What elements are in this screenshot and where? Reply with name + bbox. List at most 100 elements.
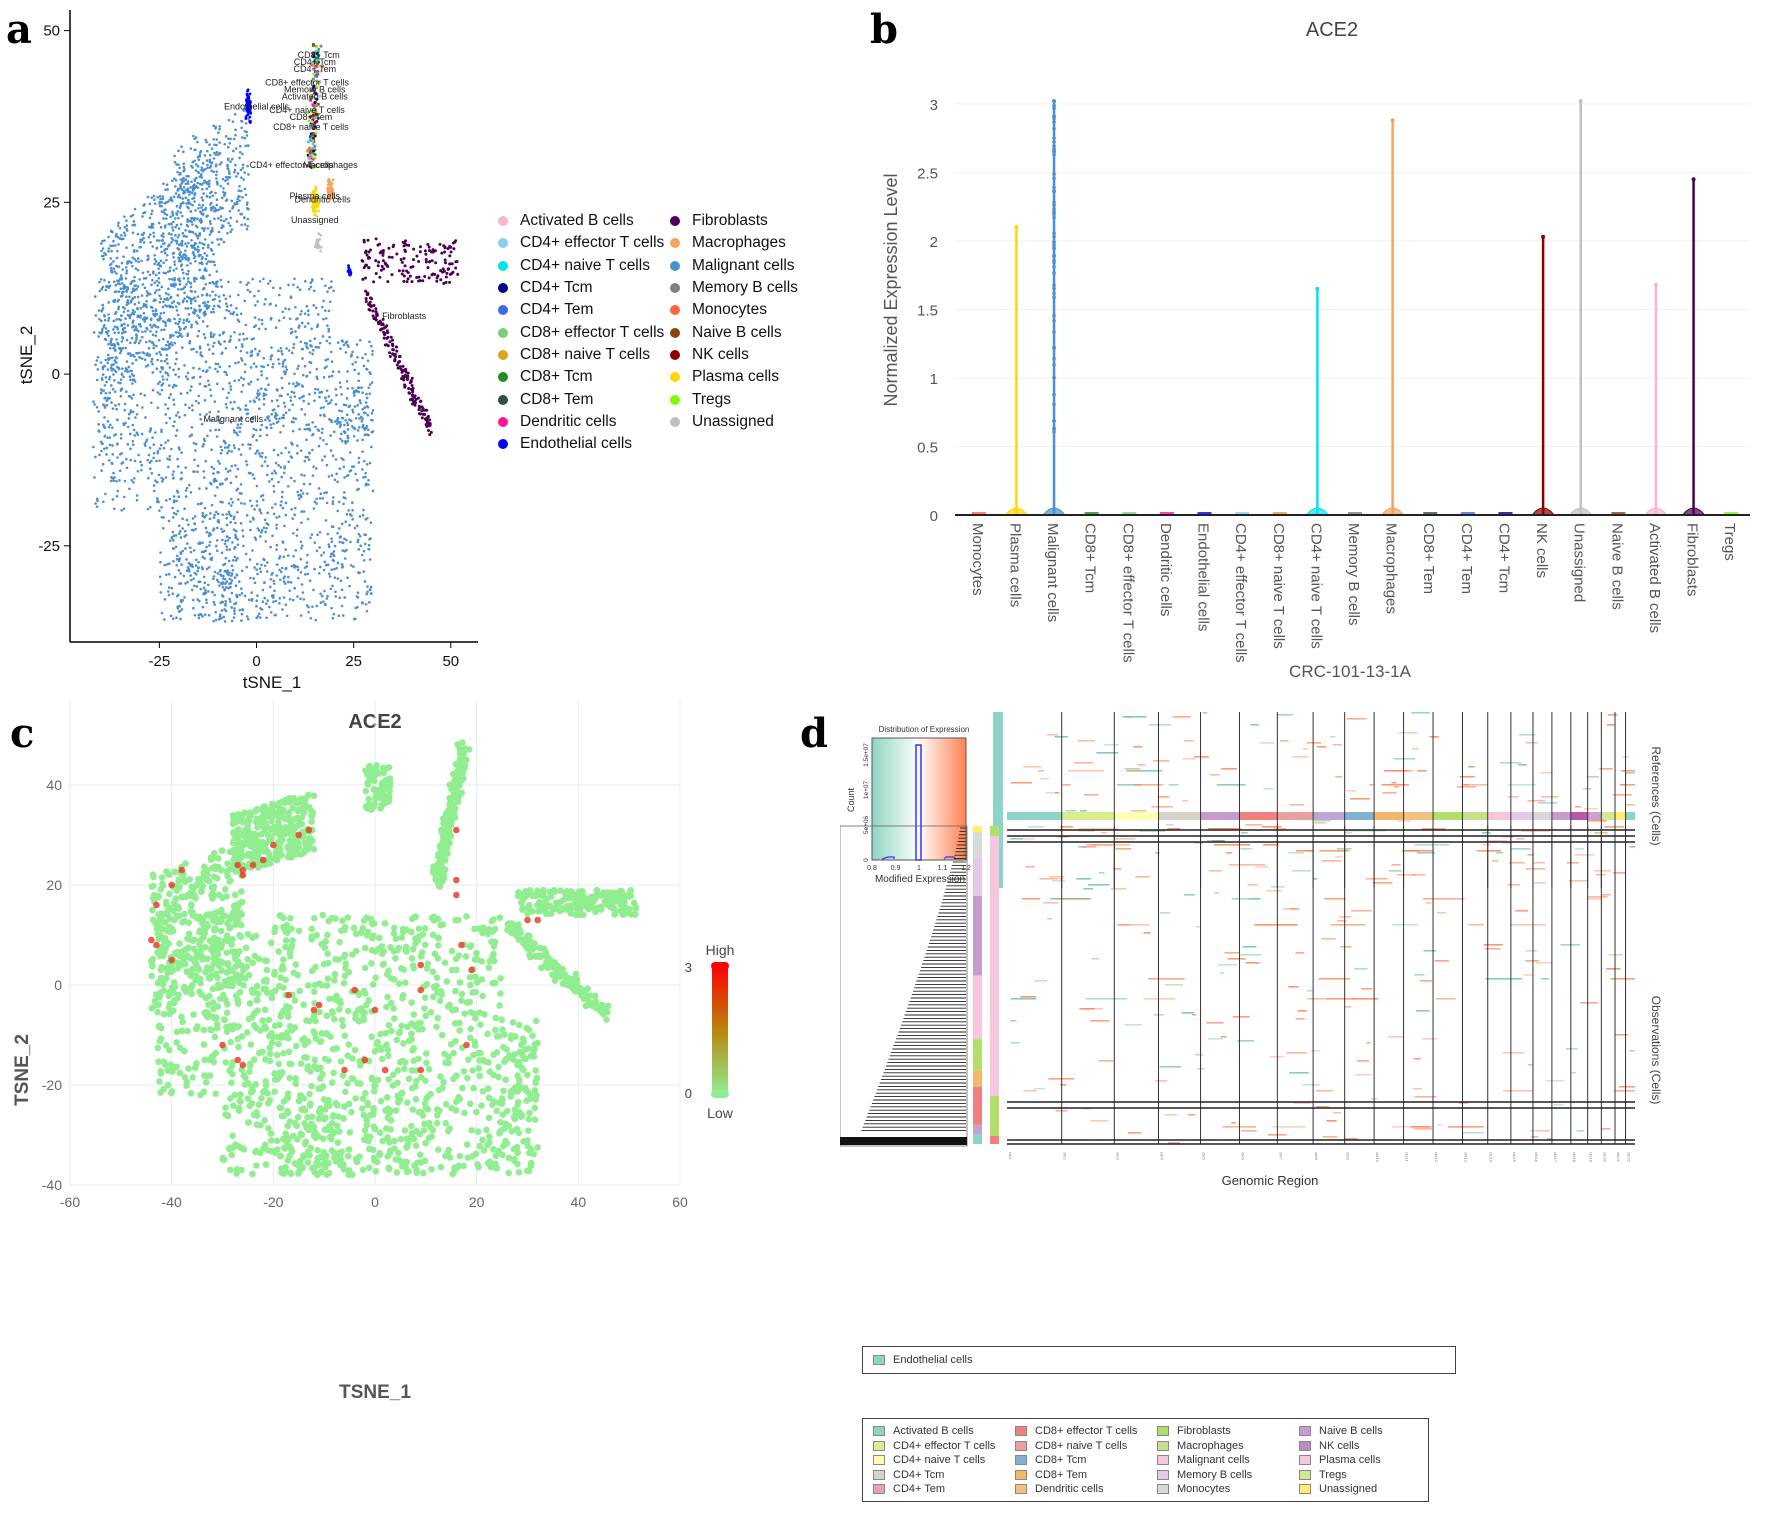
malignant-point — [233, 202, 236, 205]
malignant-point — [230, 619, 234, 623]
malignant-point — [131, 264, 134, 268]
malignant-point — [155, 497, 159, 500]
cell-point — [466, 1034, 474, 1042]
malignant-point — [175, 309, 179, 312]
cell-point — [304, 982, 312, 989]
cell-point — [308, 925, 315, 933]
malignant-point — [102, 325, 106, 329]
malignant-point — [350, 353, 353, 356]
malignant-point — [330, 285, 333, 289]
malignant-point — [229, 312, 233, 315]
malignant-point — [197, 329, 201, 333]
malignant-point — [213, 217, 216, 221]
malignant-point — [104, 253, 108, 256]
malignant-point — [110, 270, 113, 273]
malignant-point — [246, 617, 250, 621]
malignant-point — [147, 476, 150, 480]
fibroblast-point — [449, 250, 453, 254]
malignant-point — [201, 320, 205, 323]
malignant-point — [275, 526, 278, 530]
malignant-point — [125, 286, 129, 289]
malignant-point — [228, 381, 231, 385]
malignant-point — [329, 555, 333, 558]
malignant-point — [224, 199, 228, 202]
malignant-point — [208, 179, 211, 183]
malignant-point — [317, 444, 321, 448]
malignant-point — [206, 227, 210, 230]
legend-item: Monocytes — [670, 299, 840, 321]
malignant-point — [177, 331, 180, 334]
malignant-point — [230, 464, 234, 468]
malignant-point — [183, 529, 187, 533]
malignant-point — [223, 562, 227, 566]
malignant-point — [340, 588, 344, 592]
malignant-point — [120, 234, 123, 237]
fibroblast-point — [427, 424, 431, 428]
malignant-point — [178, 604, 182, 608]
malignant-point — [326, 532, 330, 536]
malignant-point — [252, 518, 255, 521]
malignant-point — [167, 593, 171, 597]
malignant-point — [171, 516, 175, 519]
malignant-point — [296, 317, 299, 320]
malignant-point — [122, 290, 125, 294]
malignant-point — [204, 513, 208, 517]
fibroblast-point — [415, 275, 419, 279]
malignant-point — [153, 262, 156, 266]
malignant-point — [283, 405, 287, 408]
malignant-point — [313, 541, 317, 544]
malignant-point — [262, 397, 266, 401]
legend-dot — [498, 238, 508, 249]
malignant-point — [174, 321, 177, 325]
malignant-point — [167, 519, 171, 523]
malignant-point — [224, 175, 228, 179]
malignant-point — [357, 372, 360, 375]
malignant-point — [172, 477, 175, 480]
unassigned-point — [319, 249, 323, 253]
malignant-point — [173, 278, 176, 282]
malignant-point — [243, 216, 246, 219]
malignant-point — [162, 347, 166, 351]
cell-point — [161, 1061, 169, 1069]
malignant-point — [216, 415, 220, 418]
malignant-point — [100, 249, 103, 253]
violin-point — [1052, 286, 1056, 291]
malignant-point — [167, 572, 171, 576]
malignant-point — [354, 472, 357, 476]
malignant-point — [100, 287, 104, 291]
malignant-point — [278, 568, 281, 572]
immune-point — [319, 44, 323, 48]
malignant-point — [348, 451, 352, 454]
malignant-point — [194, 169, 198, 172]
malignant-point — [208, 185, 211, 188]
malignant-point — [152, 484, 156, 487]
malignant-point — [184, 242, 187, 245]
malignant-point — [272, 582, 276, 585]
malignant-point — [136, 433, 140, 437]
malignant-point — [264, 530, 267, 534]
malignant-point — [351, 350, 354, 354]
violin-point — [1052, 345, 1056, 350]
cell-point — [200, 1072, 208, 1079]
malignant-point — [299, 313, 302, 316]
malignant-point — [267, 383, 270, 387]
malignant-point — [169, 614, 173, 618]
malignant-point — [336, 418, 339, 421]
malignant-point — [336, 480, 339, 484]
cell-point — [362, 787, 370, 795]
malignant-point — [175, 429, 179, 432]
malignant-point — [197, 401, 200, 405]
malignant-point — [228, 141, 232, 145]
malignant-point — [105, 380, 108, 384]
malignant-point — [115, 407, 118, 411]
fibroblast-point — [376, 321, 380, 325]
malignant-point — [166, 457, 169, 461]
malignant-point — [245, 134, 249, 137]
malignant-point — [365, 425, 369, 428]
malignant-point — [177, 532, 181, 535]
malignant-point — [312, 304, 316, 307]
malignant-point — [206, 214, 209, 217]
malignant-point — [159, 297, 163, 300]
malignant-point — [239, 212, 242, 216]
cell-point — [273, 1137, 281, 1145]
